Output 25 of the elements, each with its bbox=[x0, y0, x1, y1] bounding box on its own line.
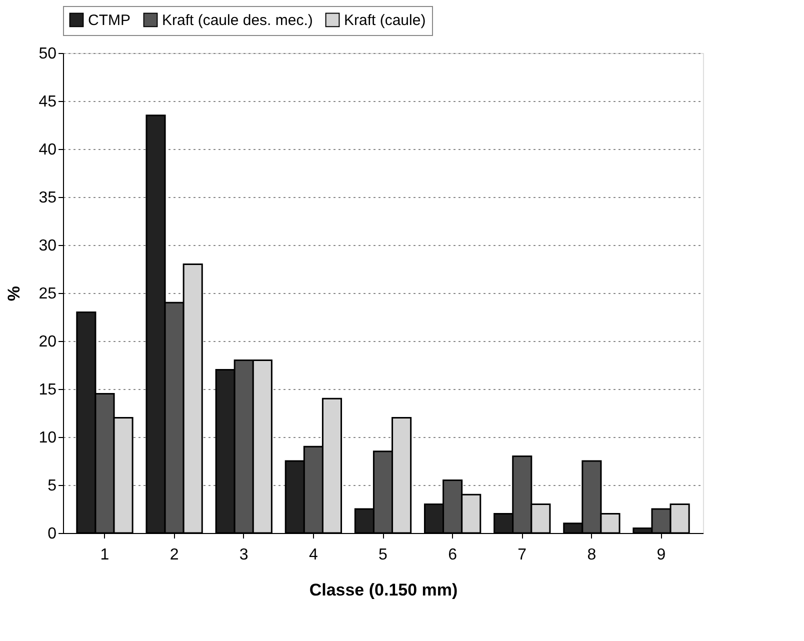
x-axis-title: Classe (0.150 mm) bbox=[309, 580, 458, 600]
x-tick-label: 7 bbox=[518, 546, 527, 564]
y-tick-label: 30 bbox=[38, 238, 57, 254]
y-tick-label: 35 bbox=[38, 190, 57, 206]
y-tick-label: 50 bbox=[38, 46, 57, 62]
y-tick-label: 15 bbox=[38, 382, 57, 398]
x-tick-label: 3 bbox=[239, 546, 248, 564]
x-tick-label: 9 bbox=[656, 546, 666, 564]
y-tick-label: 45 bbox=[38, 94, 57, 110]
y-tick-label: 5 bbox=[48, 478, 57, 494]
y-axis-title: % bbox=[4, 286, 24, 302]
y-tick-label: 0 bbox=[48, 526, 57, 542]
x-tick-label: 1 bbox=[100, 546, 110, 564]
x-tick-label: 5 bbox=[378, 546, 388, 564]
y-tick-label: 40 bbox=[38, 142, 57, 158]
x-tick-label: 8 bbox=[587, 546, 596, 564]
legend-label: CTMP bbox=[88, 12, 130, 29]
x-tick-label: 6 bbox=[448, 546, 458, 564]
y-tick-label: 25 bbox=[38, 286, 57, 302]
x-tick-label: 2 bbox=[170, 546, 179, 564]
legend-label: Kraft (caule des. mec.) bbox=[162, 12, 313, 29]
legend-label: Kraft (caule) bbox=[344, 12, 426, 29]
x-tick-label: 4 bbox=[308, 546, 318, 564]
y-tick-label: 20 bbox=[38, 334, 57, 350]
y-tick-label: 10 bbox=[38, 430, 57, 446]
